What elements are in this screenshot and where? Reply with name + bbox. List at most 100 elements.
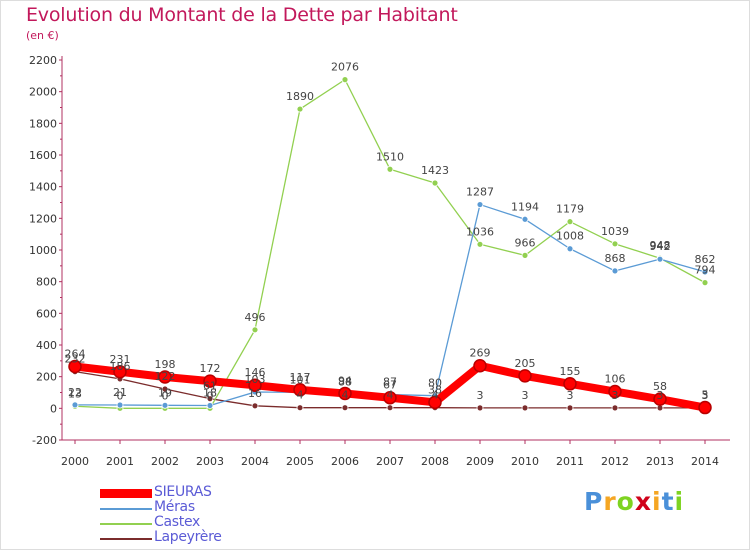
data-label: 103 <box>245 373 266 386</box>
data-label: 3 <box>612 389 619 402</box>
data-point-lapeyrère <box>566 404 574 412</box>
data-label: 231 <box>110 353 131 366</box>
data-label: 496 <box>245 311 266 324</box>
data-point-sieuras <box>608 384 622 399</box>
x-tick-label: 2013 <box>646 455 674 468</box>
data-point-méras <box>116 401 124 409</box>
data-point-méras <box>161 401 169 409</box>
data-point-lapeyrère <box>521 404 529 412</box>
data-label: 0 <box>162 389 169 402</box>
data-label: 58 <box>653 380 667 393</box>
data-point-castex <box>611 240 619 248</box>
data-point-sieuras <box>563 377 577 391</box>
data-point-castex <box>476 240 484 248</box>
data-label: 1287 <box>466 186 494 199</box>
data-label: 3 <box>702 389 709 402</box>
y-tick-label: 2200 <box>29 54 57 67</box>
data-label: 67 <box>383 379 397 392</box>
data-point-lapeyrère <box>476 404 484 412</box>
y-tick-label: 1600 <box>29 149 57 162</box>
data-point-lapeyrère <box>611 404 619 412</box>
data-label: 4 <box>297 389 304 402</box>
data-point-lapeyrère <box>206 395 214 403</box>
data-label: 61 <box>203 380 217 393</box>
data-label: 87 <box>383 376 397 389</box>
logo-letter: t <box>661 487 675 516</box>
data-point-sieuras <box>383 390 397 405</box>
data-point-sieuras <box>293 383 307 397</box>
data-label: 21 <box>113 386 127 399</box>
data-label: 0 <box>117 389 124 402</box>
data-label: 13 <box>68 387 82 400</box>
data-point-méras <box>206 402 214 409</box>
data-label: 198 <box>155 358 176 371</box>
data-point-castex <box>251 326 259 334</box>
data-label: 80 <box>428 377 442 390</box>
data-label: 868 <box>605 252 626 265</box>
data-label: 862 <box>695 253 716 266</box>
data-point-sieuras <box>158 370 172 384</box>
legend-swatch <box>100 508 152 510</box>
data-label: 186 <box>110 360 131 373</box>
y-tick-label: 800 <box>36 276 57 289</box>
data-label: 1510 <box>376 150 404 163</box>
data-label: 3 <box>657 389 664 402</box>
data-point-castex <box>296 105 304 113</box>
logo-letter: x <box>634 487 652 516</box>
data-point-méras <box>71 401 79 409</box>
proxiti-logo: Proxiti <box>584 487 684 516</box>
data-label: 3 <box>567 389 574 402</box>
data-point-sieuras <box>518 369 532 383</box>
data-point-méras <box>701 268 709 276</box>
data-label: 269 <box>470 347 491 360</box>
data-label: 264 <box>65 348 86 361</box>
data-label: 172 <box>200 362 221 375</box>
data-point-lapeyrère <box>161 385 169 393</box>
x-tick-label: 2006 <box>331 455 359 468</box>
y-tick-label: 1000 <box>29 244 57 257</box>
data-label: 22 <box>68 386 82 399</box>
data-point-castex <box>701 279 709 287</box>
x-tick-label: 2000 <box>61 455 89 468</box>
x-tick-label: 2014 <box>691 455 719 468</box>
data-point-castex <box>431 179 439 187</box>
legend-swatch <box>100 523 152 525</box>
data-point-sieuras <box>473 358 487 373</box>
data-label: 18 <box>203 386 217 399</box>
data-point-sieuras <box>338 386 352 401</box>
data-label: 1036 <box>466 225 494 238</box>
logo-letter: r <box>603 487 617 516</box>
legend-swatch <box>100 489 152 498</box>
data-label: 232 <box>65 353 86 366</box>
x-tick-label: 2009 <box>466 455 494 468</box>
x-tick-label: 2002 <box>151 455 179 468</box>
logo-letter: P <box>584 487 604 516</box>
y-tick-label: 2000 <box>29 86 57 99</box>
y-tick-label: 200 <box>36 371 57 384</box>
data-label: 155 <box>560 365 581 378</box>
data-label: 0 <box>207 389 214 402</box>
data-label: 88 <box>338 375 352 388</box>
data-label: 122 <box>155 370 176 383</box>
y-tick-label: 600 <box>36 307 57 320</box>
chart-subtitle: (en €) <box>26 29 59 42</box>
data-label: 38 <box>428 383 442 396</box>
data-label: 1179 <box>556 203 584 216</box>
y-tick-label: -200 <box>32 434 57 447</box>
data-point-lapeyrère <box>296 404 304 412</box>
data-label: 1890 <box>286 90 314 103</box>
data-point-sieuras <box>653 392 667 406</box>
data-point-méras <box>476 201 484 208</box>
data-label: 16 <box>248 387 262 400</box>
data-point-sieuras <box>248 378 262 392</box>
logo-letter: o <box>616 487 635 516</box>
data-label: 3 <box>477 389 484 402</box>
legend-label: Méras <box>154 499 195 515</box>
legend-label: SIEURAS <box>154 484 212 500</box>
data-point-sieuras <box>203 374 217 388</box>
data-label: 4 <box>432 389 439 402</box>
data-point-méras <box>521 215 529 223</box>
x-tick-label: 2005 <box>286 455 314 468</box>
